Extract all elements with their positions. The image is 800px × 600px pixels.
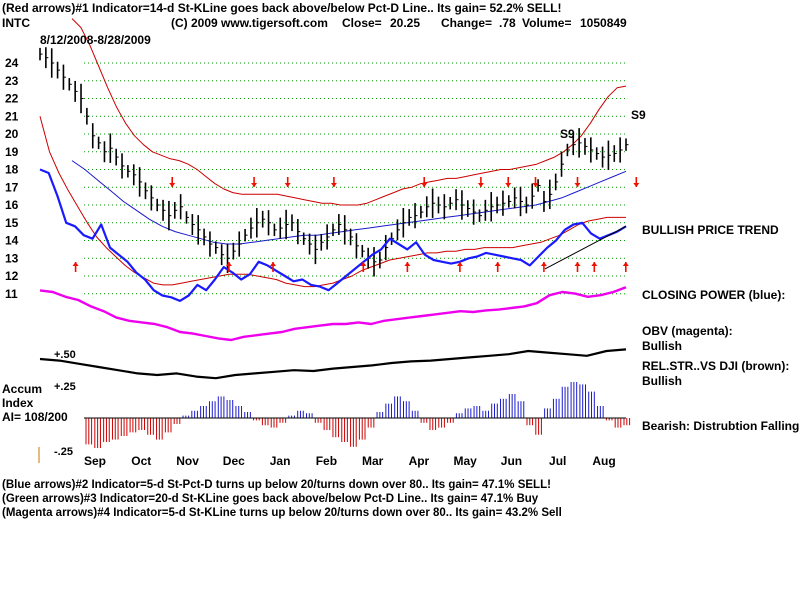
month-label-nov: Nov (176, 454, 199, 468)
relstr-label: REL.STR..VS DJI (brown): (642, 359, 790, 373)
month-label-jun: Jun (501, 454, 522, 468)
header-line1: (Red arrows)#1 Indicator=14-d St-KLine g… (2, 1, 562, 15)
closing-power-label: CLOSING POWER (blue): (642, 288, 786, 302)
month-label-apr: Apr (409, 454, 430, 468)
down-arrow-head (330, 183, 337, 187)
down-arrow-head (284, 183, 291, 187)
month-label-dec: Dec (223, 454, 245, 468)
price-tick-24: 24 (5, 56, 19, 70)
volume-value: 1050849 (580, 16, 627, 30)
rel-strength-polyline (39, 348, 627, 380)
copyright-label: (C) 2009 www.tigersoft.com (171, 16, 328, 30)
down-arrow-head (169, 183, 176, 187)
accum-index-histogram (85, 382, 631, 448)
month-label-jan: Jan (270, 454, 291, 468)
footer-line1: (Blue arrows)#2 Indicator=5-d St-Pct-D t… (2, 479, 551, 491)
price-tick-20: 20 (5, 127, 19, 141)
up-arrow-head (225, 262, 232, 266)
close-label: Close= (342, 16, 382, 30)
change-value: .78 (499, 16, 516, 30)
indicator-tick-plus50: +.50 (54, 349, 76, 361)
change-label: Change= (441, 16, 493, 30)
up-arrow-head (494, 262, 501, 266)
month-label-aug: Aug (592, 454, 615, 468)
down-arrow-head (633, 183, 640, 187)
up-arrow-head (540, 262, 547, 266)
month-label-jul: Jul (549, 454, 566, 468)
month-label-feb: Feb (316, 454, 337, 468)
down-arrow-head (532, 183, 539, 187)
closing-power-line (39, 168, 627, 302)
accum-tick-plus25: +.25 (54, 381, 76, 393)
accum-title-1: Accum (2, 382, 43, 396)
footer-line3: (Magenta arrows)#4 Indicator=5-d St-KLin… (2, 507, 562, 519)
up-arrow-head (404, 262, 411, 266)
price-tick-19: 19 (5, 145, 19, 159)
price-tick-18: 18 (5, 163, 19, 177)
up-arrow-head (622, 262, 629, 266)
upper-band-line (71, 18, 627, 206)
down-arrow-head (421, 183, 428, 187)
rel-strength-line (39, 348, 627, 380)
accum-tick-minus25: -.25 (54, 446, 73, 458)
price-tick-16: 16 (5, 198, 19, 212)
up-arrow-head (270, 262, 276, 266)
close-value: 20.25 (390, 16, 421, 30)
month-axis-labels: Sep Oct Nov Dec Jan Feb Mar Apr May Jun Jul Aug (84, 454, 616, 468)
price-tick-15: 15 (5, 216, 19, 230)
price-tick-12: 12 (5, 269, 19, 283)
obv-line (39, 286, 627, 342)
up-arrow-head (456, 262, 463, 266)
volume-label: Volume= (522, 16, 572, 30)
footer-line2: (Green arrows)#3 Indicator=20-d St-KLine… (2, 493, 539, 505)
trend-label: BULLISH PRICE TREND (642, 223, 779, 237)
moving-average-line (71, 160, 627, 245)
symbol-label: INTC (2, 16, 30, 30)
down-arrow-head (477, 183, 484, 187)
s9-label-b: S9 (631, 108, 646, 122)
month-label-sep: Sep (84, 454, 106, 468)
up-arrow-head (360, 262, 367, 266)
up-arrow-head (72, 262, 79, 266)
price-axis-ticks: 24 23 22 21 20 19 18 17 16 15 14 13 12 11 (5, 56, 19, 301)
month-label-mar: Mar (362, 454, 384, 468)
obv-status: Bullish (642, 339, 683, 353)
accum-ai: AI= 108/200 (2, 410, 68, 424)
price-tick-11: 11 (5, 287, 18, 301)
trend-line (544, 225, 627, 270)
price-bars (39, 47, 629, 277)
price-tick-13: 13 (5, 251, 19, 265)
ma-line (71, 160, 627, 245)
price-tick-17: 17 (5, 180, 19, 194)
price-tick-22: 22 (5, 92, 19, 106)
accum-status: Bearish: Distrubtion Falling. (642, 419, 800, 433)
obv-polyline (39, 286, 627, 342)
bullish-trend-line (544, 225, 627, 270)
up-arrow-head (591, 262, 598, 266)
down-arrow-head (574, 183, 581, 187)
up-arrow-head (574, 262, 581, 266)
price-tick-21: 21 (5, 109, 19, 123)
month-label-may: May (454, 454, 478, 468)
price-tick-23: 23 (5, 74, 19, 88)
closing-power-polyline (39, 168, 627, 302)
accum-title-2: Index (2, 396, 34, 410)
month-label-oct: Oct (131, 454, 151, 468)
signal-arrows (72, 177, 640, 272)
s9-label-a: S9 (560, 127, 575, 141)
relstr-status: Bullish (642, 374, 683, 388)
down-arrow-head (505, 183, 512, 187)
price-gridlines (84, 62, 626, 295)
obv-label: OBV (magenta): (642, 324, 733, 338)
date-range-label: 8/12/2008-8/28/2009 (40, 33, 151, 47)
price-tick-14: 14 (5, 234, 19, 248)
down-arrow-head (251, 183, 258, 187)
bollinger-bands (39, 18, 627, 288)
